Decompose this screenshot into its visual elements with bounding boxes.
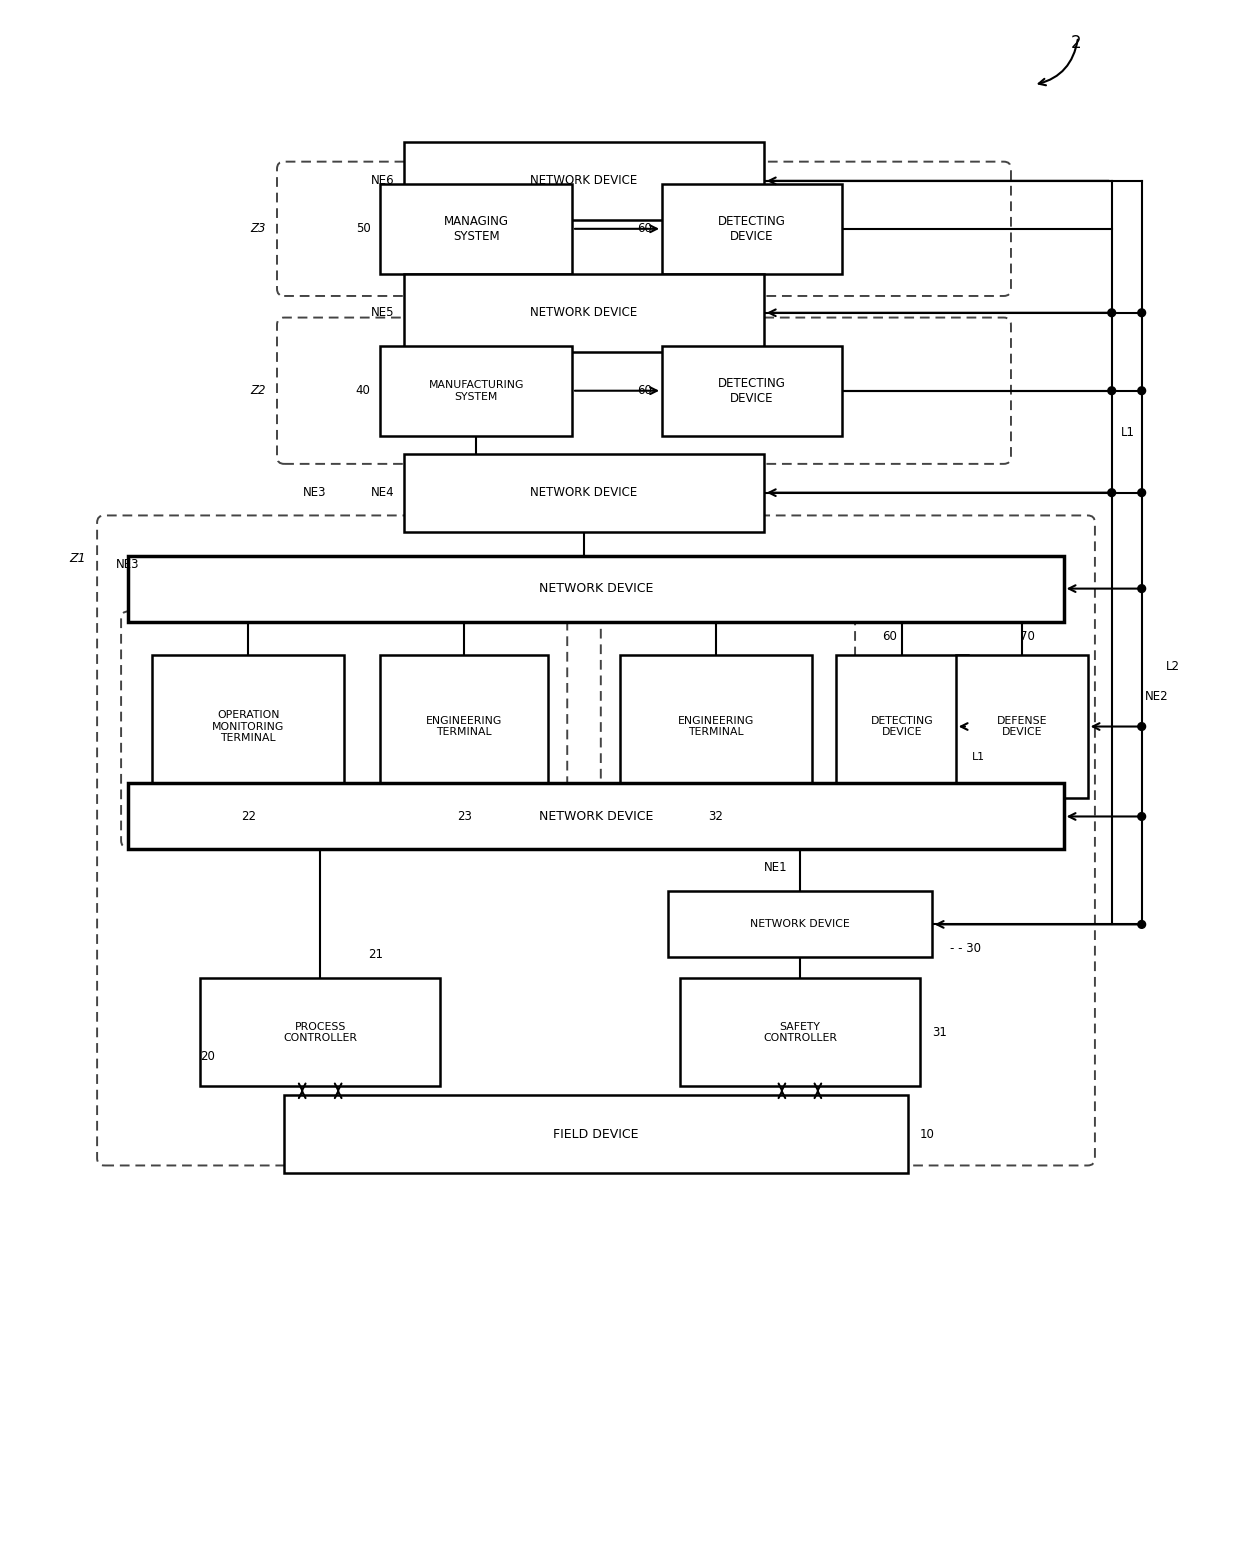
Text: DETECTING
DEVICE: DETECTING DEVICE — [718, 376, 786, 404]
Text: NE3: NE3 — [117, 558, 140, 572]
Text: SAFETY
CONTROLLER: SAFETY CONTROLLER — [763, 1021, 837, 1042]
Text: MANAGING
SYSTEM: MANAGING SYSTEM — [444, 215, 508, 243]
Text: NETWORK DEVICE: NETWORK DEVICE — [750, 920, 849, 929]
Text: Z1: Z1 — [69, 551, 87, 565]
Text: NE2: NE2 — [1146, 689, 1169, 703]
Text: OPERATION
MONITORING
TERMINAL: OPERATION MONITORING TERMINAL — [212, 709, 284, 744]
Text: ENGINEERING
TERMINAL: ENGINEERING TERMINAL — [427, 716, 502, 737]
Text: NE1: NE1 — [764, 861, 787, 874]
Bar — [284, 1095, 908, 1173]
Text: ENGINEERING
TERMINAL: ENGINEERING TERMINAL — [678, 716, 754, 737]
Text: 70: 70 — [1021, 630, 1035, 643]
Bar — [381, 655, 548, 798]
Text: NETWORK DEVICE: NETWORK DEVICE — [539, 582, 653, 595]
Text: 21: 21 — [368, 948, 383, 960]
Bar — [153, 655, 345, 798]
Bar — [668, 891, 931, 957]
Text: Z3: Z3 — [250, 223, 267, 235]
Text: 31: 31 — [931, 1025, 946, 1039]
Text: L1: L1 — [971, 751, 985, 762]
Text: DETECTING
DEVICE: DETECTING DEVICE — [870, 716, 934, 737]
Circle shape — [1138, 489, 1146, 497]
Text: Z2: Z2 — [250, 384, 267, 397]
Bar — [836, 655, 967, 798]
Text: 2: 2 — [1070, 34, 1081, 53]
Circle shape — [1107, 308, 1116, 316]
Text: MANUFACTURING
SYSTEM: MANUFACTURING SYSTEM — [428, 380, 523, 401]
Bar — [128, 784, 1064, 849]
Text: NE4: NE4 — [371, 486, 394, 499]
Bar — [662, 184, 842, 274]
Text: 22: 22 — [241, 810, 255, 823]
Text: - - 30: - - 30 — [950, 942, 981, 954]
Text: 60: 60 — [883, 630, 898, 643]
Bar — [620, 655, 812, 798]
Circle shape — [1138, 723, 1146, 731]
Text: NETWORK DEVICE: NETWORK DEVICE — [531, 307, 637, 319]
Circle shape — [1138, 387, 1146, 395]
Text: 60: 60 — [637, 384, 652, 397]
Circle shape — [1138, 813, 1146, 821]
Circle shape — [1138, 920, 1146, 928]
Bar — [404, 454, 764, 531]
Text: L2: L2 — [1166, 660, 1179, 674]
Text: 10: 10 — [920, 1128, 935, 1140]
Text: 23: 23 — [456, 810, 471, 823]
Text: NETWORK DEVICE: NETWORK DEVICE — [531, 486, 637, 499]
Bar — [381, 345, 572, 435]
Circle shape — [1138, 584, 1146, 593]
Circle shape — [1107, 387, 1116, 395]
Text: FIELD DEVICE: FIELD DEVICE — [553, 1128, 639, 1140]
Bar — [680, 979, 920, 1086]
Text: NETWORK DEVICE: NETWORK DEVICE — [539, 810, 653, 823]
Bar — [128, 556, 1064, 621]
Text: DETECTING
DEVICE: DETECTING DEVICE — [718, 215, 786, 243]
Text: 50: 50 — [356, 223, 371, 235]
Text: NE6: NE6 — [371, 175, 394, 187]
Text: NE5: NE5 — [371, 307, 394, 319]
Text: 60: 60 — [637, 223, 652, 235]
Bar — [404, 274, 764, 352]
Bar — [200, 979, 440, 1086]
Text: PROCESS
CONTROLLER: PROCESS CONTROLLER — [283, 1021, 357, 1042]
Circle shape — [1138, 308, 1146, 316]
Text: 20: 20 — [200, 1050, 215, 1063]
Text: NE3: NE3 — [303, 486, 326, 499]
Text: NETWORK DEVICE: NETWORK DEVICE — [531, 175, 637, 187]
Text: DEFENSE
DEVICE: DEFENSE DEVICE — [997, 716, 1047, 737]
Bar — [381, 184, 572, 274]
Circle shape — [1107, 489, 1116, 497]
Text: 32: 32 — [708, 810, 723, 823]
Bar — [956, 655, 1087, 798]
Bar — [662, 345, 842, 435]
Text: L1: L1 — [1121, 426, 1136, 440]
Bar — [404, 143, 764, 220]
Text: 40: 40 — [356, 384, 371, 397]
